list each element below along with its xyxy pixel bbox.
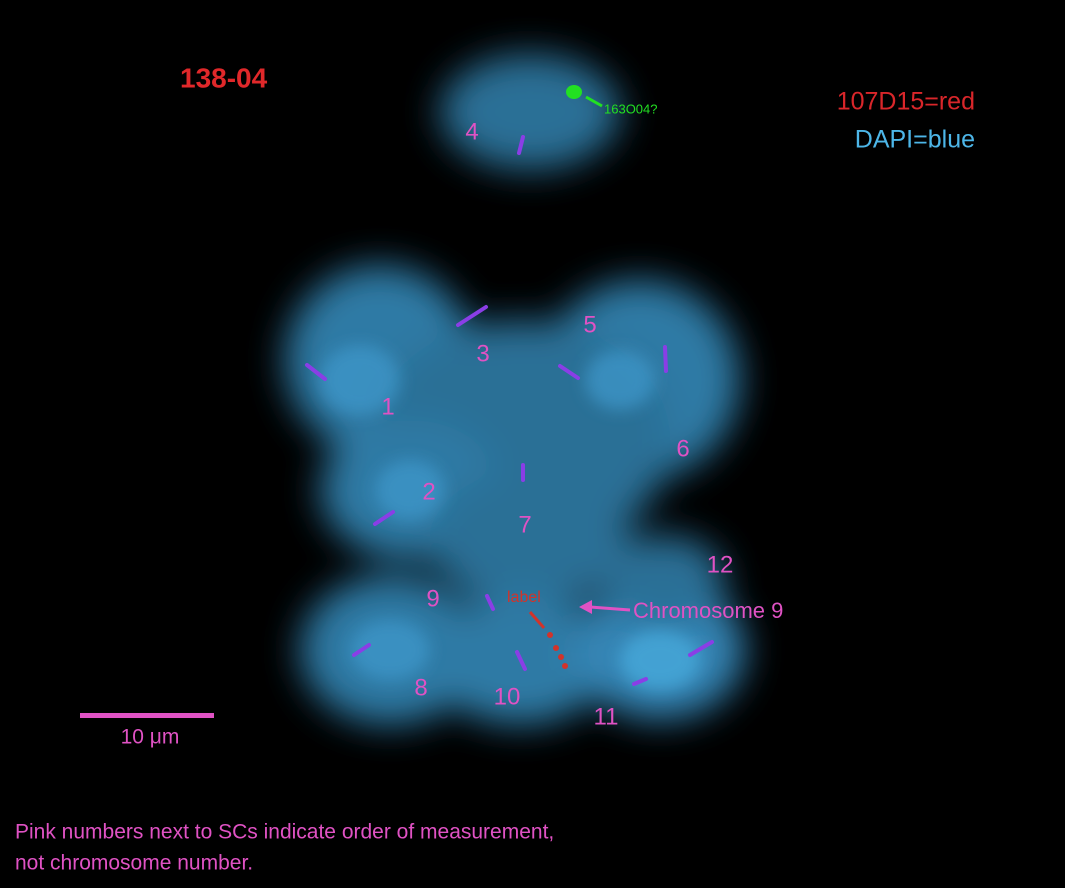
probe-label: 163O04? xyxy=(604,101,658,116)
sc-number: 2 xyxy=(422,478,435,505)
tick xyxy=(632,677,648,686)
tick xyxy=(456,305,488,327)
dapi-bright xyxy=(320,345,700,690)
sc-number: 6 xyxy=(676,435,689,462)
sc-number: 12 xyxy=(707,551,734,578)
sc-number: 10 xyxy=(494,683,521,710)
tick xyxy=(517,135,525,155)
sc-number: 5 xyxy=(583,311,596,338)
green-signal xyxy=(566,85,582,99)
caption: Pink numbers next to SCs indicate order … xyxy=(15,821,554,844)
tick xyxy=(558,364,580,380)
arrow-head xyxy=(579,600,592,614)
sc-number: 3 xyxy=(476,340,489,367)
sample-id: 138-04 xyxy=(180,62,268,93)
caption: not chromosome number. xyxy=(15,852,253,875)
tick xyxy=(515,650,527,671)
probe-annotation: label xyxy=(507,589,541,606)
tick xyxy=(688,640,714,657)
tick xyxy=(485,594,495,611)
tick xyxy=(663,345,668,373)
red-signal xyxy=(528,611,568,669)
sc-number: 1 xyxy=(381,393,394,420)
tick xyxy=(305,363,327,381)
tick xyxy=(373,510,395,526)
sc-number: 7 xyxy=(518,511,531,538)
sc-number: 4 xyxy=(465,118,478,145)
arrow-label: Chromosome 9 xyxy=(633,598,783,623)
probe-pointer xyxy=(528,611,546,629)
red-dot xyxy=(558,654,564,660)
tick xyxy=(352,643,371,657)
arrow-shaft xyxy=(589,605,631,612)
green-pointer xyxy=(585,95,603,108)
scale-bar-label: 10 μm xyxy=(121,726,180,749)
scale-bar xyxy=(80,713,214,718)
legend-blue: DAPI=blue xyxy=(855,126,975,154)
sc-number: 9 xyxy=(426,585,439,612)
red-dot xyxy=(547,632,553,638)
sc-number: 8 xyxy=(414,674,427,701)
legend-red: 107D15=red xyxy=(837,88,975,116)
red-dot xyxy=(562,663,568,669)
dapi-signal xyxy=(285,54,745,725)
sc-ticks xyxy=(305,135,714,686)
sc-number: 11 xyxy=(594,703,619,730)
red-dot xyxy=(553,645,559,651)
